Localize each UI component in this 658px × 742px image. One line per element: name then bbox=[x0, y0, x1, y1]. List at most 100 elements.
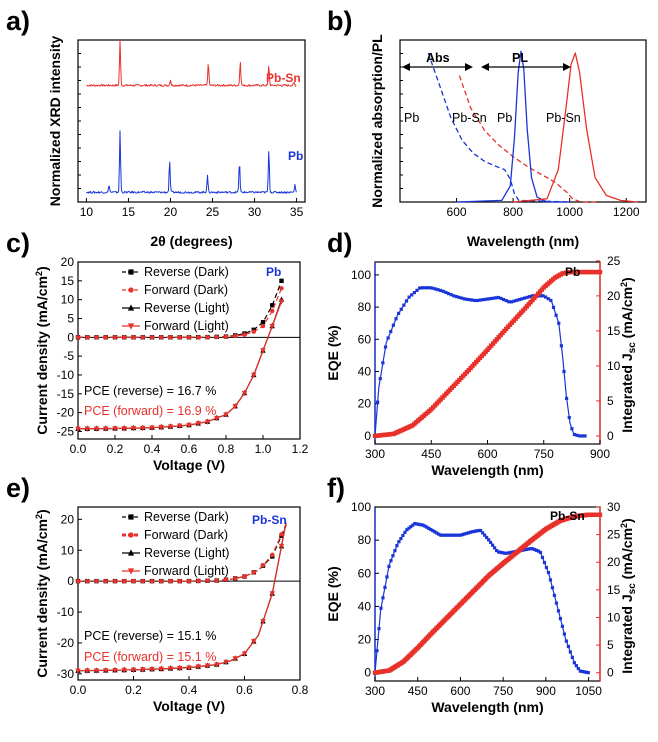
data-point bbox=[493, 546, 497, 550]
data-point bbox=[558, 616, 563, 621]
x-tick-label: 0.8 bbox=[218, 442, 235, 456]
data-point bbox=[453, 533, 457, 537]
data-point bbox=[479, 528, 483, 533]
data-point bbox=[112, 578, 118, 584]
y-tick-label: 25 bbox=[607, 528, 621, 542]
data-point bbox=[463, 532, 467, 536]
y-tick-label: 15 bbox=[607, 324, 621, 338]
data-point bbox=[504, 551, 509, 555]
data-point bbox=[405, 528, 409, 532]
series-label: Pb-Sn bbox=[266, 71, 301, 85]
data-point bbox=[103, 668, 109, 674]
data-point bbox=[383, 585, 387, 589]
data-point bbox=[483, 533, 487, 537]
y-tick-label: -10 bbox=[57, 368, 75, 382]
data-point bbox=[407, 295, 411, 299]
abs-label: Abs bbox=[426, 51, 450, 65]
y-tick-label: 20 bbox=[358, 633, 372, 647]
data-point bbox=[195, 664, 201, 670]
data-point bbox=[391, 323, 395, 327]
data-point bbox=[548, 578, 553, 582]
panel-label: c) bbox=[6, 228, 30, 258]
data-point bbox=[564, 639, 568, 643]
jv-series bbox=[77, 522, 287, 672]
data-point bbox=[425, 286, 430, 290]
data-point bbox=[122, 578, 127, 584]
data-point bbox=[491, 296, 495, 300]
data-point bbox=[94, 578, 99, 584]
eqe-chart-pb: 300 450 600 750 900 0 20 40 60 80 100 0 5 10 15 20 25 Wav… bbox=[325, 254, 638, 478]
data-point bbox=[457, 533, 461, 537]
x-tick-label: 800 bbox=[503, 205, 523, 219]
data-point bbox=[159, 335, 164, 340]
data-point bbox=[477, 528, 481, 533]
data-point bbox=[214, 662, 220, 668]
x-axis-label: Voltage (V) bbox=[153, 457, 225, 473]
y-tick-label: 0 bbox=[67, 574, 74, 588]
legend-label: Reverse (Light) bbox=[144, 301, 229, 315]
y-tick-label: 5 bbox=[607, 638, 614, 652]
panel-label: d) bbox=[327, 228, 352, 258]
data-point bbox=[496, 295, 500, 300]
y-tick-label: -10 bbox=[57, 605, 75, 619]
data-point bbox=[140, 425, 146, 432]
data-point bbox=[159, 578, 164, 584]
data-point bbox=[554, 601, 559, 605]
y-tick-label: 20 bbox=[358, 397, 372, 411]
data-point bbox=[158, 424, 164, 431]
y-tick-label: -20 bbox=[57, 406, 75, 420]
data-point bbox=[75, 668, 81, 674]
pl-label: PL bbox=[512, 51, 528, 65]
data-point bbox=[279, 286, 284, 291]
data-point bbox=[376, 400, 380, 404]
data-point bbox=[386, 336, 390, 340]
data-point bbox=[489, 540, 493, 545]
data-point bbox=[515, 298, 519, 302]
data-point bbox=[75, 335, 81, 340]
y-tick-label: -25 bbox=[57, 424, 75, 438]
y-tick-label: 5 bbox=[607, 394, 614, 408]
data-point bbox=[455, 533, 459, 537]
data-point bbox=[402, 303, 406, 307]
y-tick-label: 20 bbox=[61, 512, 75, 526]
data-point bbox=[167, 424, 174, 430]
y-tick-label: 100 bbox=[351, 500, 371, 514]
abs-arrow-head bbox=[402, 63, 410, 71]
x-tick-label: 600 bbox=[447, 205, 467, 219]
data-point bbox=[429, 527, 433, 532]
data-point bbox=[149, 578, 155, 584]
x-tick-label: 0.0 bbox=[70, 683, 87, 697]
data-point bbox=[583, 434, 587, 438]
data-point bbox=[538, 550, 543, 555]
spectrum-series bbox=[513, 52, 638, 203]
data-point bbox=[528, 547, 533, 551]
data-point bbox=[580, 669, 584, 674]
data-point bbox=[520, 297, 524, 301]
y-tick-label: 0 bbox=[607, 666, 614, 680]
data-point bbox=[279, 532, 284, 537]
data-point bbox=[572, 661, 576, 665]
data-point bbox=[570, 427, 574, 431]
x-tick-label: 0.2 bbox=[125, 683, 142, 697]
data-point bbox=[554, 313, 558, 317]
data-point bbox=[437, 532, 441, 536]
data-point bbox=[85, 578, 90, 584]
x-tick-label: 450 bbox=[421, 447, 441, 461]
y-tick-label: 40 bbox=[358, 365, 372, 379]
curve-label: Pb-Sn bbox=[546, 111, 581, 125]
data-point bbox=[459, 533, 463, 537]
legend-marker bbox=[127, 549, 135, 556]
data-point bbox=[269, 323, 275, 330]
data-point bbox=[570, 655, 574, 659]
data-point bbox=[528, 294, 532, 299]
legend-marker bbox=[128, 532, 134, 538]
data-point bbox=[186, 578, 192, 584]
data-point bbox=[223, 334, 229, 339]
data-point bbox=[415, 288, 419, 292]
data-point bbox=[567, 415, 571, 420]
data-point bbox=[428, 286, 432, 290]
data-point bbox=[233, 333, 238, 339]
legend-label: Forward (Light) bbox=[144, 564, 229, 578]
data-point bbox=[444, 290, 448, 295]
data-point bbox=[439, 288, 443, 293]
